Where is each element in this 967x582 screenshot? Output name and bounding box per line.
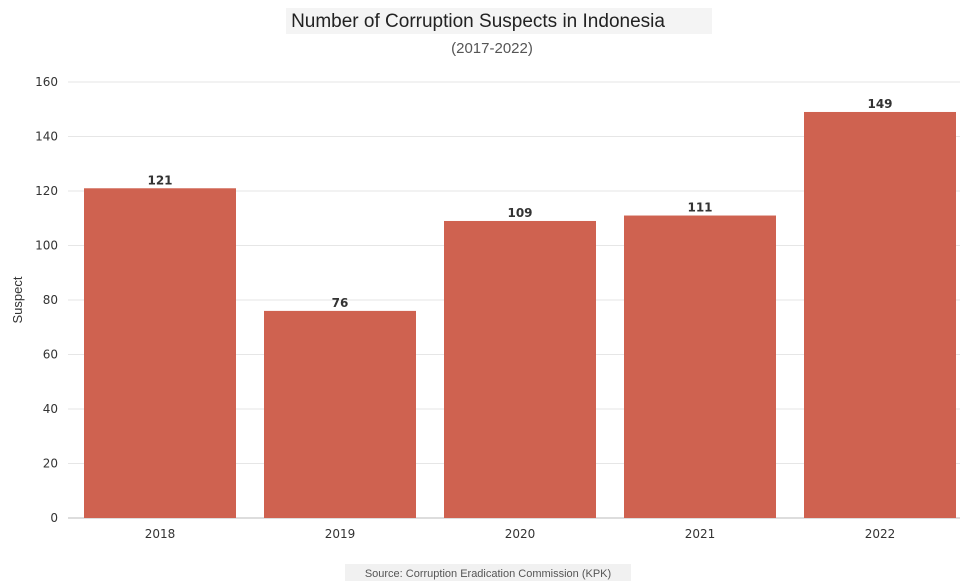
x-tick-label: 2019 [325,527,356,541]
y-axis-label: Suspect [10,276,25,323]
y-tick-label: 0 [50,511,58,525]
title-background [286,8,712,34]
data-label-2019: 76 [332,296,349,310]
x-tick-label: 2018 [145,527,176,541]
bars [84,111,956,518]
bar-2021 [624,215,776,518]
x-tick-label: 2020 [505,527,536,541]
data-label-2021: 111 [687,201,712,215]
source-background [345,564,631,581]
x-tick-label: 2022 [865,527,896,541]
data-label-2020: 109 [507,206,532,220]
data-label-2018: 121 [147,173,172,187]
data-labels: 121 76 109 111 149 [147,97,892,310]
bar-2019 [264,310,416,518]
source-note: Source: Corruption Eradication Commissio… [365,568,611,580]
bar-2018 [84,188,236,518]
bar-2020 [444,220,596,518]
chart-subtitle: (2017-2022) [451,40,533,57]
y-tick-label: 140 [35,130,58,144]
y-tick-label: 160 [35,75,58,89]
y-tick-label: 80 [43,293,58,307]
y-tick-label: 40 [43,402,58,416]
y-tick-label: 120 [35,184,58,198]
x-tick-label: 2021 [685,527,716,541]
y-axis-ticks: 0 20 40 60 80 100 120 140 160 [35,75,58,525]
x-axis-ticks: 2018 2019 2020 2021 2022 [145,527,896,541]
bar-2022 [804,111,956,518]
y-tick-label: 20 [43,457,58,471]
chart-title: Number of Corruption Suspects in Indones… [291,11,665,32]
data-label-2022: 149 [867,97,892,111]
y-tick-label: 60 [43,348,58,362]
y-tick-label: 100 [35,239,58,253]
